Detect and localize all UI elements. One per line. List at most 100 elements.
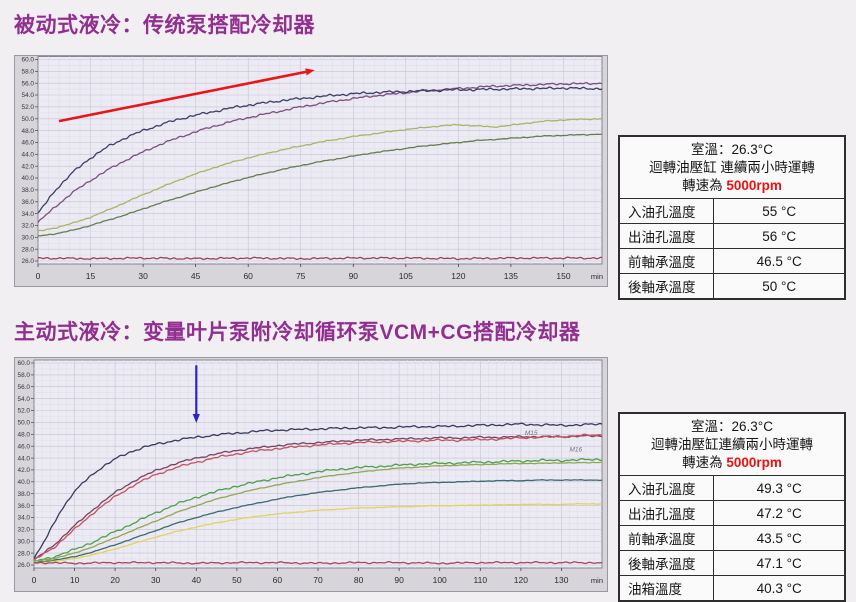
rpm-line: 轉速為 5000rpm [624,177,840,195]
svg-text:58.0: 58.0 [18,372,31,379]
svg-text:10: 10 [70,575,80,585]
svg-text:46.0: 46.0 [18,443,31,450]
table-label-cell: 後軸承溫度 [618,273,715,300]
rpm-prefix: 轉速為 [682,454,727,470]
table-label-cell: 出油孔溫度 [618,223,715,250]
svg-text:M15: M15 [525,430,538,437]
svg-text:56.0: 56.0 [18,384,31,391]
svg-text:34.0: 34.0 [18,515,31,522]
table-label-cell: 入油孔溫度 [618,198,715,225]
active-cooling-chart-svg: 26.0 28.0 30.0 32.0 34.0 36.0 38.0 40.0 42.0 44.0… [15,358,607,591]
table-row: 油箱溫度 40.3 °C [618,575,846,602]
rpm-line: 轉速為 5000rpm [624,454,840,472]
svg-text:44.0: 44.0 [22,152,35,159]
svg-text:min: min [591,272,603,281]
svg-text:54.0: 54.0 [22,92,35,99]
table-row: 前軸承溫度 43.5 °C [618,525,846,552]
table-label-cell: 油箱溫度 [618,575,715,602]
test-condition-line: 迴轉油壓缸連續兩小時運轉 [651,436,813,452]
svg-text:30.0: 30.0 [18,539,31,546]
svg-text:60: 60 [273,575,283,585]
svg-text:30: 30 [138,271,148,281]
svg-text:70: 70 [313,575,323,585]
svg-text:30.0: 30.0 [22,235,35,242]
table-row: 出油孔溫度 56 °C [618,223,846,250]
table-row: 入油孔溫度 49.3 °C [618,475,846,502]
table-header: 室溫：26.3°C 迴轉油壓缸連續兩小時運轉 轉速為 5000rpm [618,412,846,477]
table-label-cell: 後軸承溫度 [618,550,715,577]
svg-text:120: 120 [514,575,528,585]
svg-text:15: 15 [86,271,96,281]
table-label-cell: 入油孔溫度 [618,475,715,502]
active-cooling-chart: 26.0 28.0 30.0 32.0 34.0 36.0 38.0 40.0 42.0 44.0… [14,357,608,592]
svg-text:20: 20 [110,575,120,585]
table-value-cell: 56 °C [713,223,846,250]
table-row: 前軸承溫度 46.5 °C [618,248,846,275]
svg-text:60.0: 60.0 [22,57,35,64]
svg-text:40: 40 [192,575,202,585]
svg-text:32.0: 32.0 [22,223,35,230]
table-header-row: 室溫：26.3°C 迴轉油壓缸 連續兩小時運轉 轉速為 5000rpm [618,135,846,200]
table-value-cell: 43.5 °C [713,525,846,552]
svg-text:36.0: 36.0 [18,503,31,510]
svg-text:38.0: 38.0 [22,187,35,194]
svg-text:26.0: 26.0 [22,258,35,265]
svg-text:130: 130 [554,575,568,585]
table-value-cell: 49.3 °C [713,475,846,502]
svg-text:50.0: 50.0 [22,116,35,123]
table-value-cell: 47.1 °C [713,550,846,577]
svg-text:120: 120 [451,271,465,281]
svg-text:40.0: 40.0 [18,479,31,486]
svg-text:30: 30 [151,575,161,585]
active-cooling-title: 主动式液冷：变量叶片泵附冷却循环泵VCM+CG搭配冷却器 [14,321,581,344]
svg-text:75: 75 [296,271,306,281]
svg-text:105: 105 [399,271,413,281]
table-value-cell: 50 °C [713,273,846,300]
svg-text:52.0: 52.0 [18,408,31,415]
table-header-row: 室溫：26.3°C 迴轉油壓缸連續兩小時運轉 轉速為 5000rpm [618,412,846,477]
svg-text:0: 0 [32,575,37,585]
svg-text:100: 100 [433,575,447,585]
table-label-cell: 前軸承溫度 [618,525,715,552]
rpm-value: 5000rpm [726,177,782,193]
table-row: 後軸承溫度 50 °C [618,273,846,300]
table-row: 後軸承溫度 47.1 °C [618,550,846,577]
svg-text:min: min [591,576,603,585]
passive-cooling-chart: 26.0 28.0 30.0 32.0 34.0 36.0 38.0 40.0 42.0 44.0… [14,55,608,287]
table-value-cell: 46.5 °C [713,248,846,275]
svg-text:48.0: 48.0 [22,128,35,135]
svg-text:56.0: 56.0 [22,80,35,87]
svg-text:45: 45 [191,271,201,281]
svg-text:44.0: 44.0 [18,455,31,462]
rpm-value: 5000rpm [726,454,782,470]
svg-text:50: 50 [232,575,242,585]
svg-text:50.0: 50.0 [18,420,31,427]
svg-text:90: 90 [349,271,359,281]
room-temp-line: 室溫：26.3°C [691,142,773,157]
svg-text:110: 110 [474,575,488,585]
svg-text:58.0: 58.0 [22,69,35,76]
passive-cooling-title: 被动式液冷：传统泵搭配冷却器 [14,14,315,37]
rpm-prefix: 轉速為 [682,177,727,193]
table-label-cell: 前軸承溫度 [618,248,715,275]
svg-text:52.0: 52.0 [22,104,35,111]
svg-text:60.0: 60.0 [18,360,31,367]
table-value-cell: 47.2 °C [713,500,846,527]
svg-text:42.0: 42.0 [18,467,31,474]
svg-text:28.0: 28.0 [18,550,31,557]
room-temp-line: 室溫：26.3°C [691,419,773,434]
table-row: 出油孔溫度 47.2 °C [618,500,846,527]
table-header: 室溫：26.3°C 迴轉油壓缸 連續兩小時運轉 轉速為 5000rpm [618,135,846,200]
svg-text:38.0: 38.0 [18,491,31,498]
svg-text:40.0: 40.0 [22,175,35,182]
svg-text:80: 80 [354,575,364,585]
svg-text:0: 0 [36,271,41,281]
table-row: 入油孔溫度 55 °C [618,198,846,225]
svg-text:60: 60 [243,271,253,281]
svg-text:32.0: 32.0 [18,527,31,534]
svg-text:42.0: 42.0 [22,163,35,170]
svg-text:150: 150 [556,271,570,281]
svg-text:46.0: 46.0 [22,140,35,147]
table-label-cell: 出油孔溫度 [618,500,715,527]
passive-results-table: 室溫：26.3°C 迴轉油壓缸 連續兩小時運轉 轉速為 5000rpm 入油孔溫… [618,135,846,301]
